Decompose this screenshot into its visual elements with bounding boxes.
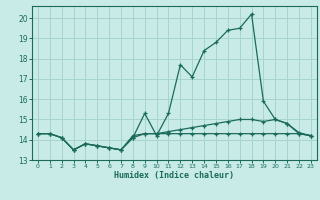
X-axis label: Humidex (Indice chaleur): Humidex (Indice chaleur) (115, 171, 234, 180)
